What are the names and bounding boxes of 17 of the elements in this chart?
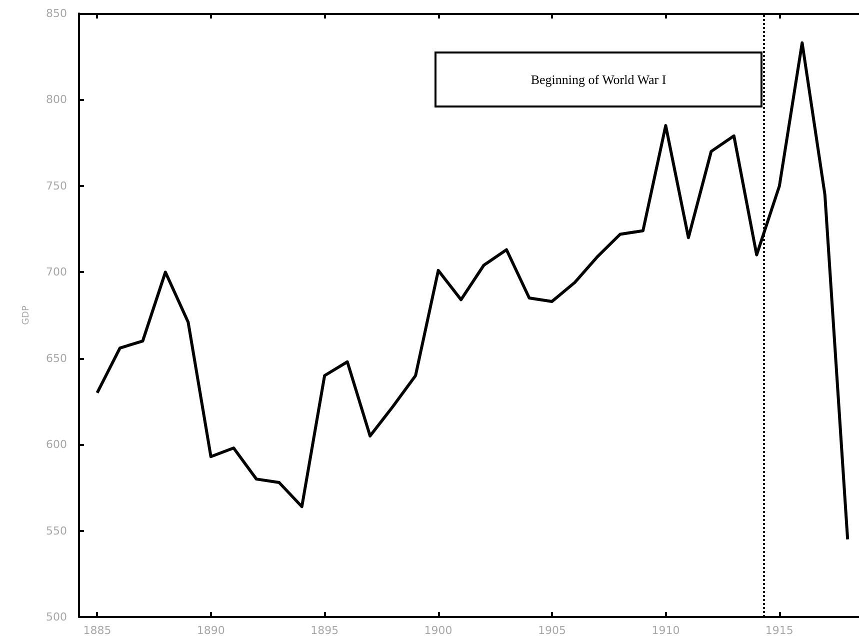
y-tick-label: 750: [46, 179, 67, 192]
x-tick-label: 1890: [196, 624, 225, 637]
y-tick-label: 800: [46, 93, 67, 106]
x-tick-label: 1895: [310, 624, 339, 637]
ref-line-label: Beginning of World War I: [530, 72, 666, 87]
y-tick-label: 600: [46, 438, 67, 452]
x-tick-label: 1905: [538, 624, 566, 637]
x-tick-label: 1900: [424, 624, 452, 637]
x-tick-label: 1910: [652, 624, 680, 637]
y-tick-label: 700: [46, 266, 67, 279]
x-tick-label: 1915: [765, 624, 794, 637]
y-tick-label: 850: [46, 7, 67, 20]
y-axis-title: GDP: [22, 305, 32, 325]
y-tick-label: 500: [46, 610, 67, 624]
x-tick-label: 1885: [83, 624, 112, 637]
y-tick-label: 550: [46, 524, 67, 538]
y-tick-label: 650: [46, 352, 67, 365]
